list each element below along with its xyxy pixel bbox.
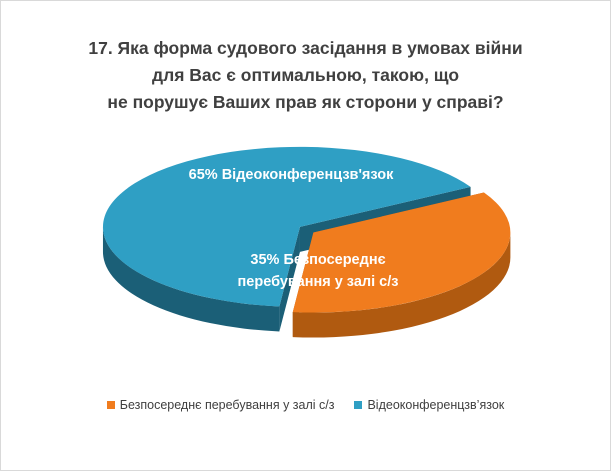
legend-item-in-person: Безпосереднє перебування у залі с/з bbox=[106, 398, 335, 412]
legend-item-videoconference: Відеоконференцзв’язок bbox=[354, 398, 504, 412]
pie-slice-in-person bbox=[292, 192, 511, 338]
chart-title-line-3: не порушує Ваших прав як сторони у справ… bbox=[107, 92, 504, 112]
legend: Безпосереднє перебування у залі с/з Віде… bbox=[1, 398, 610, 412]
chart-title-line-2: для Вас є оптимальною, такою, що bbox=[151, 65, 460, 85]
pie-slice-wall-videoconference-0 bbox=[279, 226, 300, 332]
legend-label-in-person: Безпосереднє перебування у залі с/з bbox=[119, 398, 335, 412]
pie-slice-top-videoconference bbox=[102, 146, 471, 307]
pie-slice-top-in-person bbox=[292, 192, 511, 313]
legend-swatch-videoconference bbox=[354, 401, 363, 409]
pie-slice-side-videoconference bbox=[102, 226, 280, 332]
chart-title: 17. Яка форма судового засідання в умова… bbox=[1, 35, 610, 116]
legend-label-videoconference: Відеоконференцзв’язок bbox=[367, 398, 505, 412]
data-label-videoconference: 65% Відеоконференцзв'язок bbox=[189, 167, 394, 183]
legend-swatch-in-person bbox=[106, 401, 115, 409]
pie-slice-side-in-person bbox=[292, 232, 511, 338]
chart-title-line-1: 17. Яка форма судового засідання в умова… bbox=[88, 38, 523, 58]
data-label-in-person: 35% Безпосереднє перебування у залі с/з bbox=[238, 252, 399, 290]
